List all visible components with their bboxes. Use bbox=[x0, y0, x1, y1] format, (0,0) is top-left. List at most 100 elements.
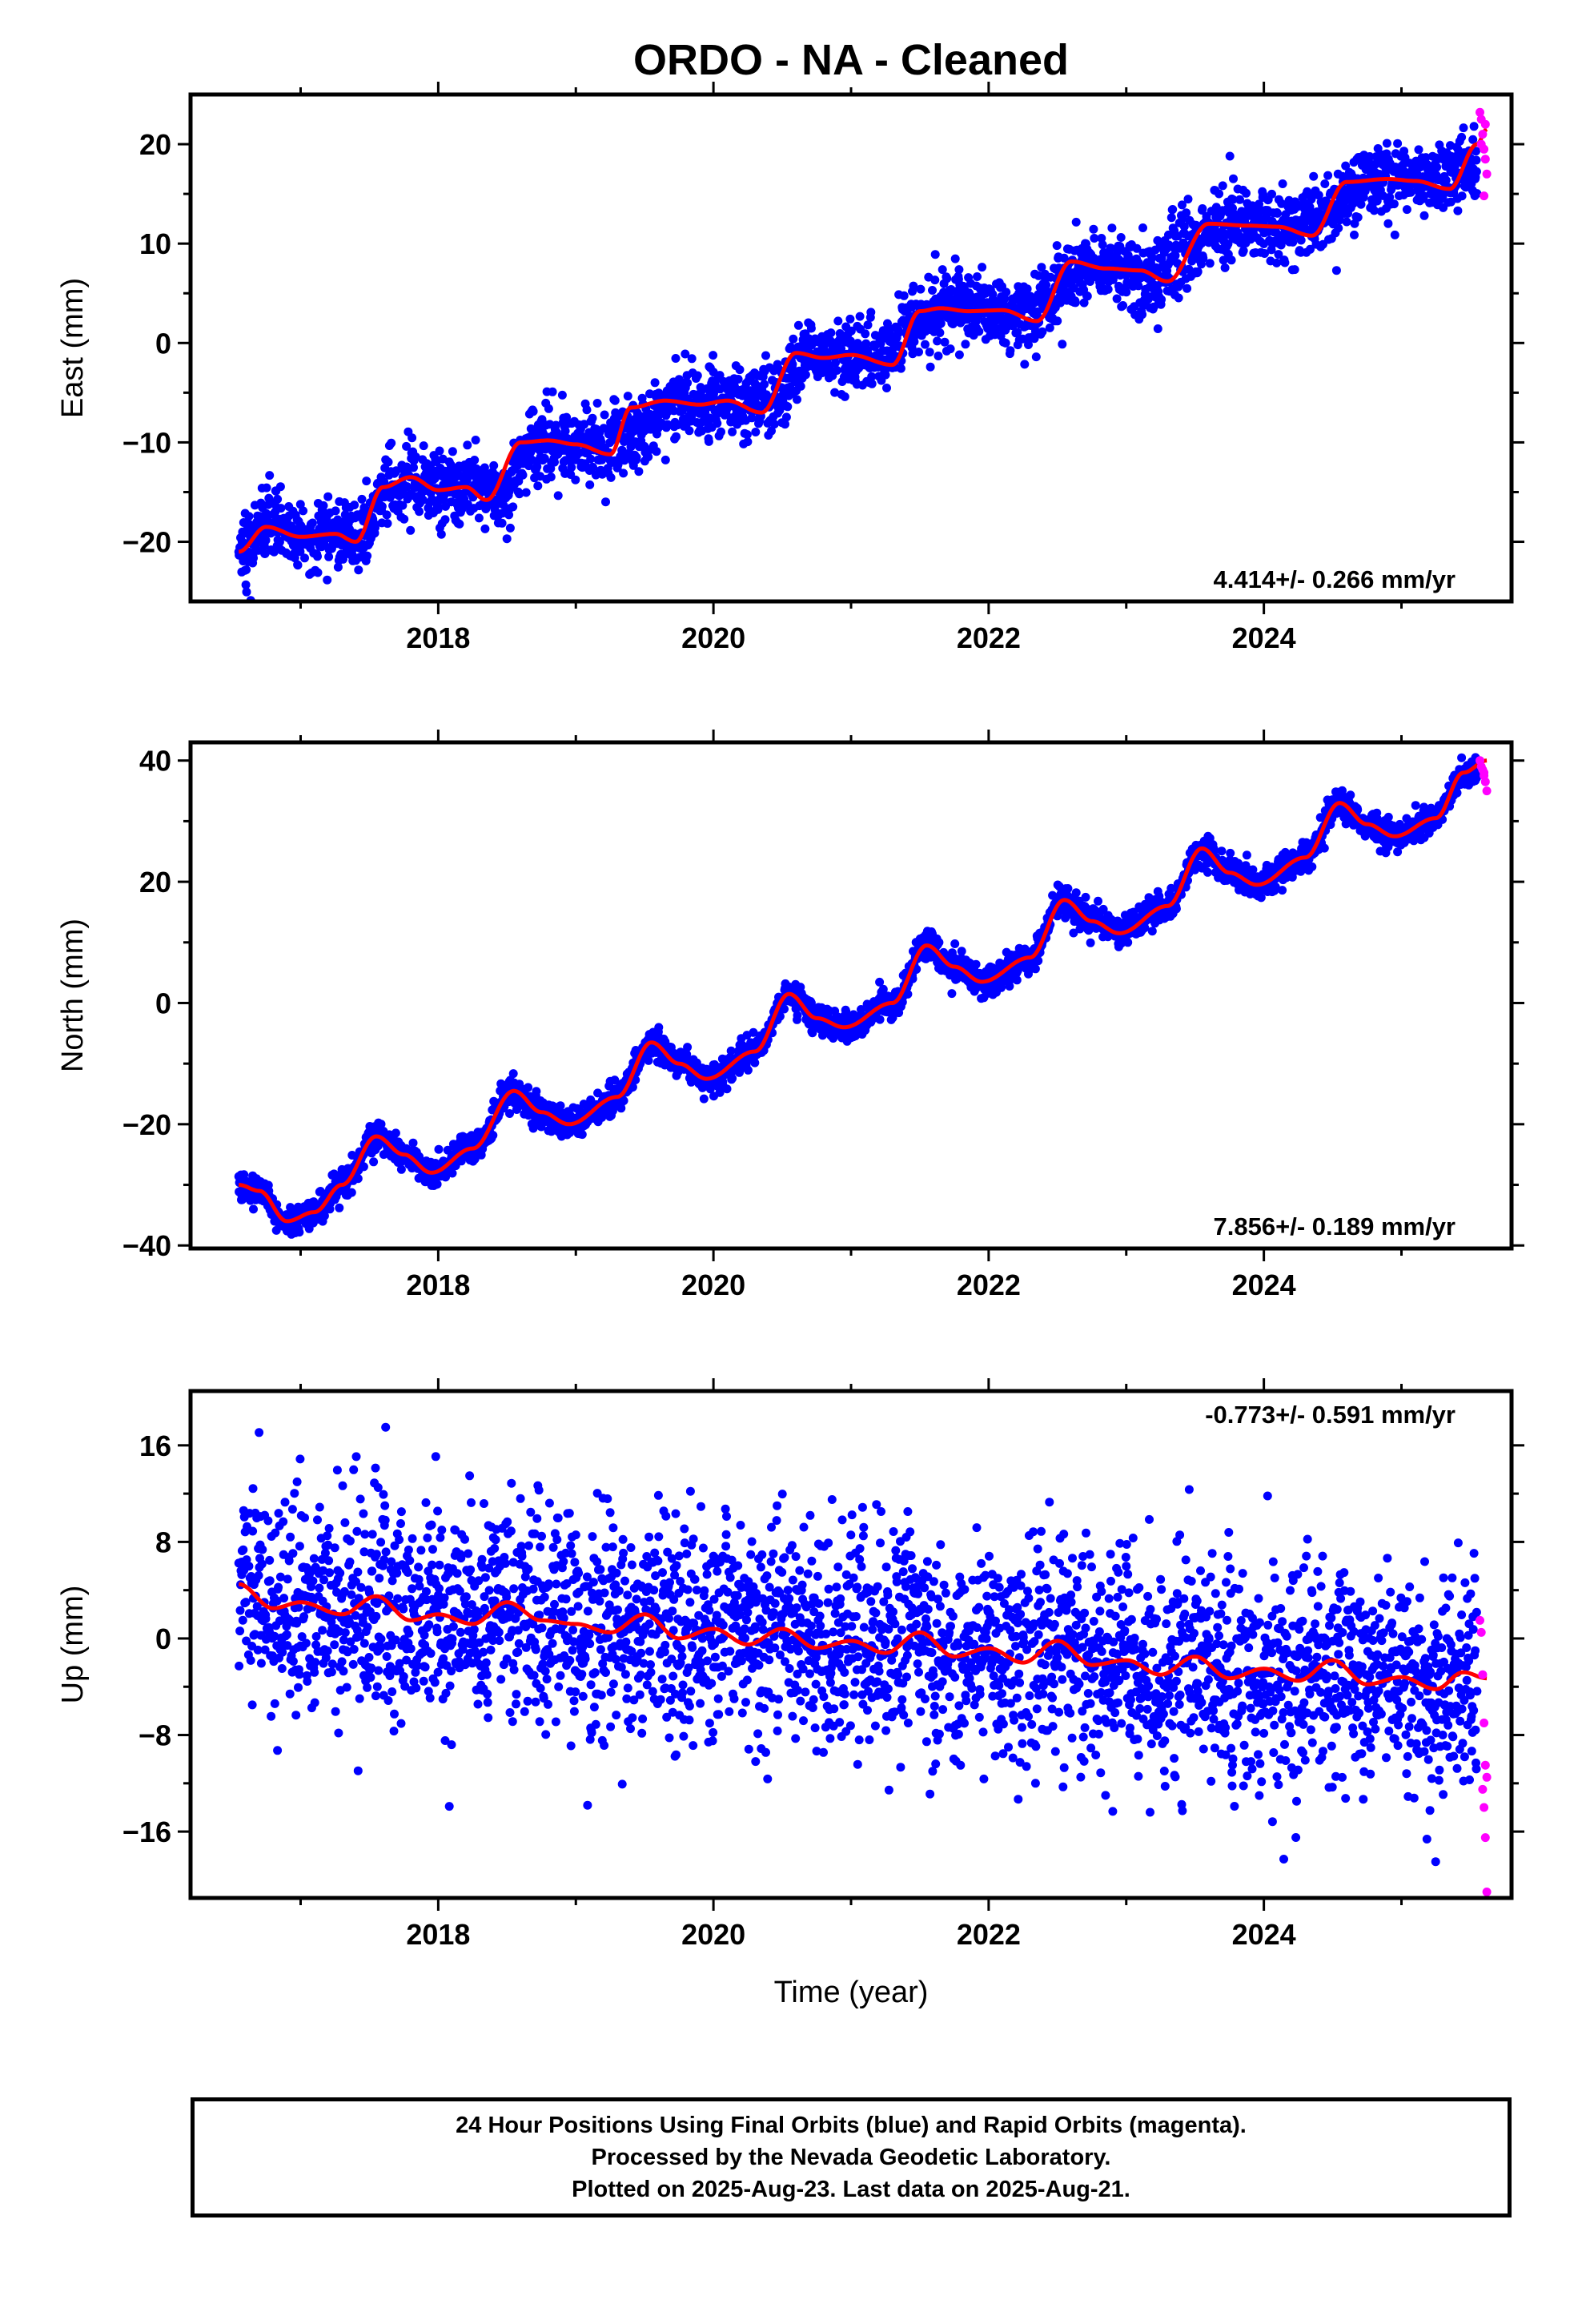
data-point bbox=[1290, 265, 1299, 275]
data-point bbox=[571, 475, 580, 485]
data-point bbox=[1037, 263, 1046, 272]
data-point bbox=[1432, 163, 1442, 172]
data-point bbox=[350, 501, 359, 510]
data-point bbox=[1306, 244, 1315, 254]
data-point bbox=[1273, 208, 1282, 218]
data-point bbox=[577, 1130, 587, 1140]
data-point bbox=[1393, 139, 1403, 148]
data-point bbox=[857, 1005, 865, 1014]
data-point bbox=[728, 427, 737, 436]
data-point bbox=[382, 510, 391, 520]
data-point bbox=[672, 432, 681, 441]
data-point bbox=[1323, 171, 1333, 180]
data-point bbox=[709, 351, 718, 360]
data-point bbox=[909, 337, 919, 347]
data-point bbox=[244, 512, 254, 521]
data-point bbox=[751, 428, 761, 436]
data-point bbox=[921, 340, 930, 349]
data-point bbox=[1219, 255, 1228, 265]
data-point bbox=[553, 491, 563, 501]
data-point bbox=[840, 392, 849, 401]
data-point bbox=[1227, 255, 1236, 265]
data-point bbox=[946, 344, 955, 354]
data-point bbox=[1174, 293, 1183, 303]
data-point bbox=[1314, 191, 1323, 200]
data-point bbox=[780, 1004, 789, 1014]
data-point bbox=[1052, 241, 1062, 251]
data-point bbox=[359, 1162, 368, 1172]
data-point bbox=[1103, 284, 1113, 294]
data-point bbox=[335, 1203, 344, 1212]
data-point bbox=[324, 552, 334, 561]
data-point bbox=[1476, 107, 1484, 117]
data-point bbox=[1193, 267, 1203, 276]
data-point bbox=[867, 372, 877, 381]
data-point bbox=[601, 497, 610, 507]
data-point bbox=[619, 468, 628, 478]
data-point bbox=[1053, 316, 1062, 326]
data-point bbox=[1112, 294, 1122, 304]
data-point bbox=[470, 456, 480, 464]
data-point bbox=[448, 447, 457, 456]
data-point bbox=[1390, 230, 1399, 239]
data-point bbox=[331, 506, 340, 516]
data-point bbox=[1383, 219, 1393, 228]
data-point bbox=[1134, 281, 1143, 291]
data-point bbox=[1480, 155, 1490, 164]
data-point bbox=[295, 547, 305, 557]
data-point bbox=[440, 515, 450, 525]
data-point bbox=[398, 501, 408, 510]
data-point bbox=[540, 453, 549, 463]
data-point bbox=[319, 501, 328, 510]
data-point bbox=[728, 1074, 737, 1084]
data-point bbox=[1013, 328, 1022, 337]
data-point bbox=[1223, 239, 1233, 249]
data-point bbox=[592, 399, 602, 408]
data-point bbox=[1341, 161, 1351, 171]
data-point bbox=[1098, 240, 1107, 250]
data-point bbox=[760, 380, 769, 389]
data-point bbox=[435, 446, 444, 456]
data-point bbox=[567, 463, 576, 472]
data-point bbox=[1020, 360, 1030, 369]
data-point bbox=[391, 1128, 400, 1138]
data-point bbox=[1022, 284, 1032, 294]
data-point bbox=[433, 505, 443, 514]
data-point bbox=[863, 320, 873, 330]
data-point bbox=[276, 504, 286, 513]
data-point bbox=[1441, 175, 1451, 185]
data-point bbox=[411, 452, 420, 461]
data-point bbox=[846, 326, 856, 336]
data-point bbox=[715, 1088, 725, 1097]
data-point bbox=[914, 348, 923, 356]
data-point bbox=[961, 340, 970, 349]
data-point bbox=[293, 561, 303, 570]
data-point bbox=[474, 513, 484, 523]
data-point bbox=[685, 426, 694, 436]
data-point bbox=[632, 452, 641, 462]
data-point bbox=[1472, 189, 1482, 199]
data-point bbox=[1215, 189, 1224, 199]
data-point bbox=[747, 413, 757, 423]
data-point bbox=[616, 1104, 626, 1113]
data-point bbox=[954, 350, 964, 360]
data-point bbox=[262, 483, 271, 493]
data-point bbox=[806, 998, 816, 1007]
data-point bbox=[556, 1101, 565, 1111]
data-point bbox=[406, 525, 416, 535]
data-point bbox=[775, 1011, 785, 1021]
data-point bbox=[315, 1187, 325, 1196]
data-point bbox=[1198, 204, 1207, 213]
data-point bbox=[1038, 327, 1047, 336]
data-point bbox=[362, 476, 371, 486]
data-point bbox=[896, 364, 905, 373]
y-tick-label: −20 bbox=[122, 526, 171, 559]
data-point bbox=[408, 433, 417, 443]
data-point bbox=[505, 1109, 514, 1118]
data-point bbox=[528, 407, 538, 416]
data-point bbox=[806, 324, 816, 333]
data-point bbox=[471, 436, 480, 444]
y-axis-label: East (mm) bbox=[56, 278, 90, 418]
data-point bbox=[940, 337, 950, 347]
